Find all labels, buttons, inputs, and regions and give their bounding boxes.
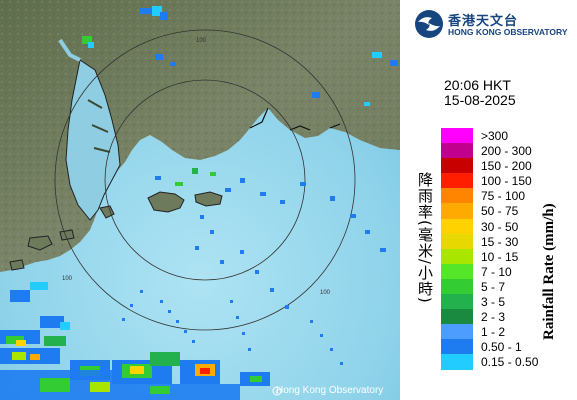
legend-row: 10 - 15 — [441, 248, 576, 264]
legend-swatch — [441, 354, 473, 370]
timestamp-date: 15-08-2025 — [444, 92, 516, 108]
legend-row: 200 - 300 — [441, 143, 576, 159]
legend-swatch — [441, 128, 473, 144]
mainland-texture — [0, 0, 400, 272]
rain-echoes-central — [155, 168, 386, 309]
legend-row: 5 - 7 — [441, 278, 576, 295]
estuary-islands — [87, 99, 111, 153]
legend-row: 1 - 2 — [441, 324, 576, 340]
legend-row: >300 — [441, 128, 576, 144]
legend-row: 2 - 3 — [441, 309, 576, 325]
legend-swatch — [441, 173, 473, 189]
copyright-text: Hong Kong Observatory — [276, 385, 384, 396]
legend-range-label: 50 - 75 — [481, 204, 519, 219]
svg-text:c: c — [276, 390, 279, 396]
hong-kong-island — [194, 191, 223, 207]
legend-row: 15 - 30 — [441, 233, 576, 249]
legend-swatch — [441, 203, 473, 219]
rain-echoes-north — [82, 6, 398, 106]
western-islands — [9, 229, 75, 271]
river-channel — [58, 38, 81, 62]
legend-row: 0.15 - 0.50 — [441, 354, 576, 370]
legend-swatch — [441, 294, 473, 310]
pearl-river-estuary — [65, 59, 121, 221]
macau — [99, 205, 115, 219]
legend-title-chinese: 降雨率(毫米/小時) — [416, 172, 434, 304]
legend-row: 3 - 5 — [441, 294, 576, 310]
legend-swatch — [441, 278, 473, 295]
rain-streaks — [122, 290, 343, 365]
range-label-east: 100 — [320, 290, 331, 296]
legend-swatch — [441, 143, 473, 159]
legend-range-label: 15 - 30 — [481, 234, 519, 249]
legend-swatch — [441, 158, 473, 174]
range-ring-inner — [104, 79, 306, 281]
legend-range-label: 150 - 200 — [481, 159, 532, 174]
rain-echoes-south — [0, 282, 270, 400]
legend-swatch — [441, 339, 473, 355]
legend-swatch — [441, 324, 473, 340]
hko-logo: 香港天文台 HONG KONG OBSERVATORY — [414, 7, 574, 41]
legend-range-label: 0.50 - 1 — [481, 340, 522, 355]
coastline — [249, 107, 341, 131]
legend-range-label: 200 - 300 — [481, 144, 532, 159]
radar-map: 100 100 100 c Hong Kong Observatory — [0, 0, 400, 400]
copyright-icon: c — [272, 386, 282, 396]
legend-swatch — [441, 188, 473, 204]
legend-range-label: 1 - 2 — [481, 325, 506, 340]
lantau-island — [147, 191, 185, 213]
legend-swatch — [441, 248, 473, 264]
legend-row: 100 - 150 — [441, 173, 576, 189]
legend-range-label: 0.15 - 0.50 — [481, 355, 539, 370]
legend-swatch — [441, 233, 473, 249]
legend-row: 150 - 200 — [441, 158, 576, 174]
range-ring-middle — [54, 29, 356, 331]
legend-row: 75 - 100 — [441, 188, 576, 204]
legend-range-label: 10 - 15 — [481, 249, 519, 264]
legend-range-label: 30 - 50 — [481, 219, 519, 234]
timestamp-time: 20:06 HKT — [444, 77, 511, 93]
side-panel: 香港天文台 HONG KONG OBSERVATORY 20:06 HKT 15… — [400, 0, 577, 400]
range-rings — [54, 29, 356, 331]
legend-range-label: 100 - 150 — [481, 174, 532, 189]
legend-range-label: 3 - 5 — [481, 295, 506, 310]
legend-range-label: >300 — [481, 129, 509, 143]
legend-row: 50 - 75 — [441, 203, 576, 219]
legend-row: 7 - 10 — [441, 263, 576, 279]
logo-english: HONG KONG OBSERVATORY — [448, 27, 568, 37]
range-label-west: 100 — [62, 276, 73, 282]
legend-swatch — [441, 263, 473, 279]
legend-range-label: 7 - 10 — [481, 264, 512, 279]
radar-map-canvas — [0, 0, 400, 400]
legend-row: 0.50 - 1 — [441, 339, 576, 355]
hko-logo-icon — [415, 10, 443, 38]
legend-range-label: 5 - 7 — [481, 279, 506, 294]
legend-row: 30 - 50 — [441, 218, 576, 234]
rainfall-legend: >300 200 - 300 150 - 200 100 - 150 75 - 100 5… — [441, 128, 576, 370]
legend-range-label: 2 - 3 — [481, 310, 506, 325]
range-label-north: 100 — [196, 38, 207, 44]
legend-swatch — [441, 218, 473, 234]
logo-chinese: 香港天文台 — [448, 14, 519, 29]
legend-swatch — [441, 309, 473, 325]
legend-title-english: Rainfall Rate (mm/h) — [541, 203, 557, 340]
legend-range-label: 75 - 100 — [481, 189, 526, 204]
